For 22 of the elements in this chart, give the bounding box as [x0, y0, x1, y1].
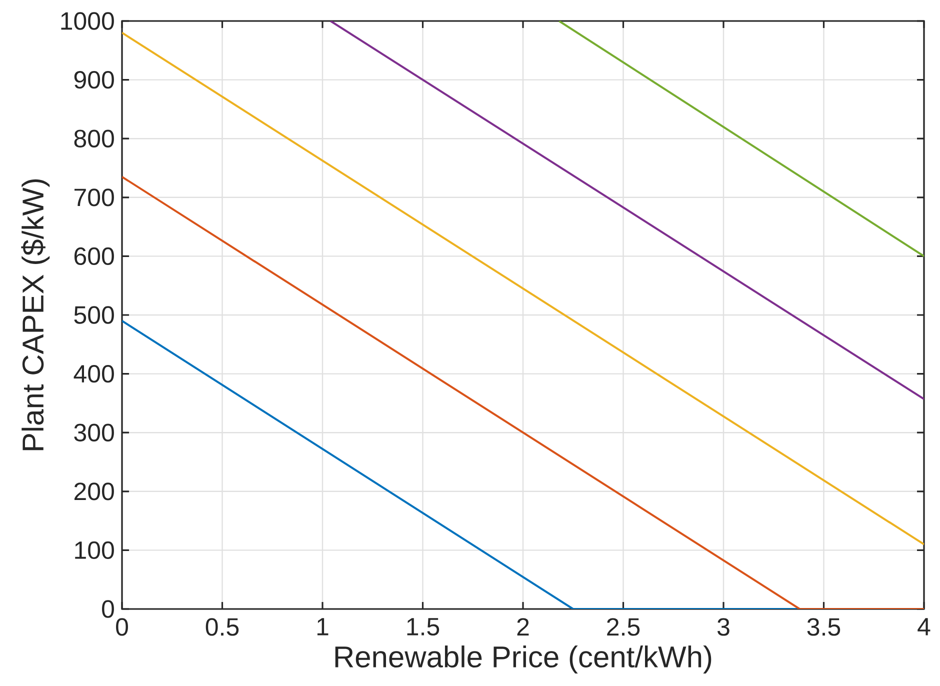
y-tick-label: 900 [74, 70, 114, 89]
y-tick-label: 300 [74, 424, 114, 442]
x-tick-label: 3.5 [807, 618, 840, 636]
x-tick-label: 2 [517, 618, 529, 636]
y-tick-label: 200 [74, 482, 114, 500]
y-tick-label: 600 [74, 247, 114, 266]
x-tick-label: 4 [918, 618, 930, 636]
y-tick-label: 1000 [61, 12, 114, 30]
y-tick-label: 500 [74, 306, 114, 324]
y-axis-title: Plant CAPEX ($/kW) [21, 179, 50, 450]
y-tick-label: 400 [74, 364, 114, 383]
x-tick-label: 1.5 [407, 618, 440, 636]
x-tick-label: 1 [317, 618, 328, 636]
x-tick-label: 2.5 [607, 618, 640, 636]
y-tick-label: 0 [102, 600, 114, 618]
y-tick-label: 100 [75, 541, 114, 560]
x-axis-title: Renewable Price (cent/kWh) [335, 646, 712, 674]
x-tick-label: 3 [717, 618, 730, 636]
x-tick-label: 0 [116, 618, 128, 636]
x-tick-label: 0.5 [206, 618, 239, 636]
y-tick-label: 800 [74, 130, 114, 148]
y-tick-label: 700 [74, 188, 114, 206]
